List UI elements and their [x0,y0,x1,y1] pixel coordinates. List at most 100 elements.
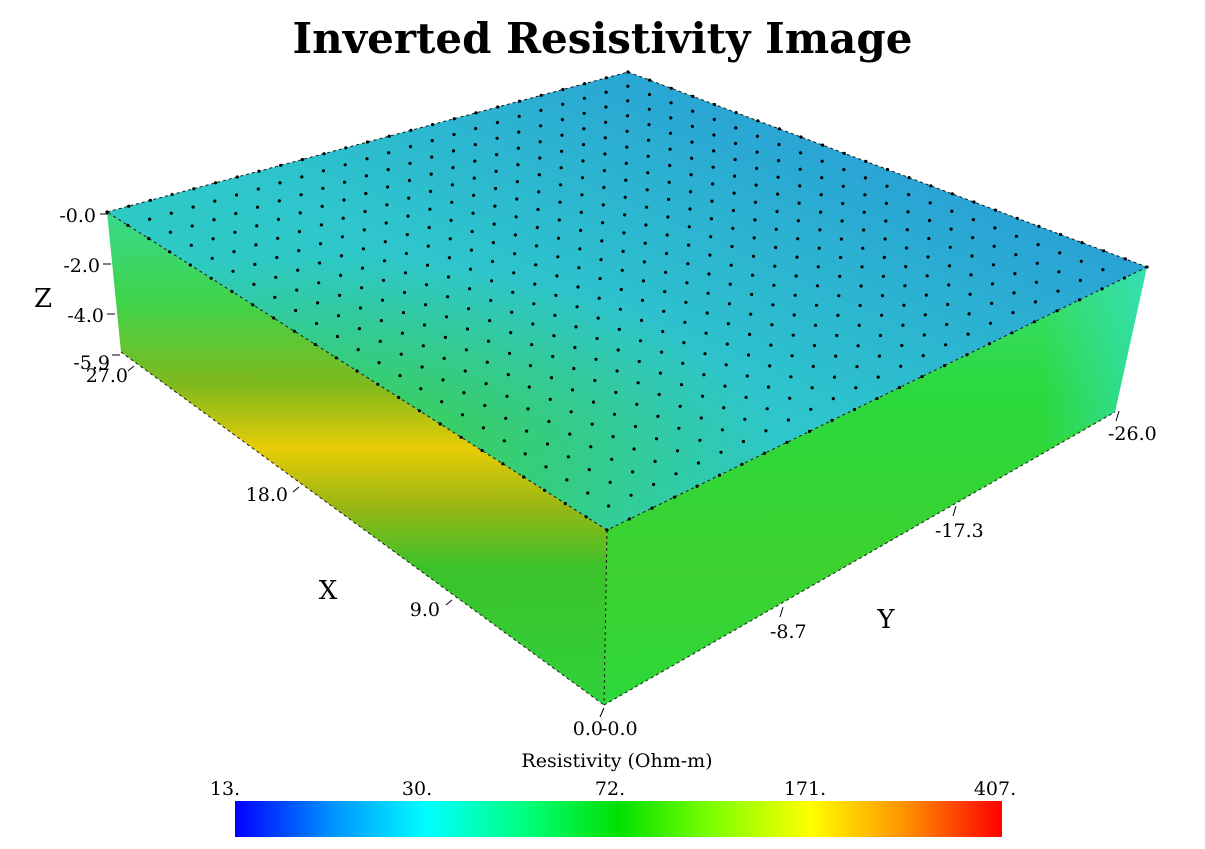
electrode-marker [321,186,325,190]
electrode-marker [901,323,905,327]
electrode-marker [727,302,732,306]
electrode-marker [717,473,722,477]
electrode-marker [769,343,773,347]
electrode-marker [743,417,747,421]
electrode-marker [755,166,759,170]
electrode-marker [526,407,530,411]
electrode-marker [596,316,600,320]
electrode-marker [698,438,702,442]
electrode-marker [614,390,618,394]
electrode-marker [678,404,682,408]
electrode-marker [254,243,258,247]
electrode-marker [493,204,497,208]
electrode-marker [251,303,255,307]
electrode-marker [404,251,408,256]
electrode-marker [625,129,629,133]
electrode-marker [209,276,213,280]
electrode-marker [633,424,638,429]
electrode-marker [542,488,547,492]
electrode-marker [1014,234,1019,238]
electrode-marker [689,190,693,194]
electrode-marker [572,366,576,371]
electrode-marker [929,184,933,188]
electrode-marker [728,282,732,286]
electrode-marker [547,419,551,424]
electrode-marker [809,407,813,411]
electrode-marker [875,396,879,401]
electrode-marker [490,279,494,283]
electrode-marker [972,200,976,204]
electrode-marker [646,154,650,158]
electrode-marker [446,295,450,299]
electrode-marker [690,156,694,160]
electrode-marker [554,293,558,297]
electrode-marker [638,339,643,343]
y-tick-label: -26.0 [1108,423,1157,445]
electrode-marker [842,168,846,172]
electrode-marker [626,99,630,103]
electrode-marker [504,416,508,420]
electrode-marker [527,385,531,389]
electrode-marker [650,506,654,510]
electrode-marker [488,319,492,323]
electrode-marker [987,342,992,346]
electrode-marker [690,140,694,144]
electrode-marker [492,222,496,226]
electrode-marker [579,210,583,214]
electrode-marker [408,161,412,165]
electrode-marker [405,233,409,237]
electrode-marker [495,136,499,140]
electrode-marker [773,264,777,268]
electrode-marker [584,515,588,519]
electrode-marker [626,70,630,74]
electrode-marker [774,245,778,250]
electrode-marker [257,169,261,173]
axis-tick-marks [100,213,1120,718]
electrode-marker [839,237,844,241]
electrode-marker [501,462,505,466]
electrode-marker [816,265,820,269]
electrode-marker [470,229,474,234]
electrode-marker [427,225,431,230]
electrode-marker [551,354,555,359]
electrode-marker [599,258,603,262]
electrode-marker [340,235,344,239]
electrode-marker [795,255,799,259]
electrode-marker [701,394,705,398]
electrode-marker [605,528,609,532]
electrode-marker [343,180,347,184]
electrode-marker [362,228,366,232]
electrode-marker [686,262,690,266]
electrode-marker [386,185,390,189]
page-title: Inverted Resistivity Image [292,14,913,63]
electrode-marker [277,199,281,203]
electrode-marker [1055,309,1059,313]
electrode-marker [522,475,526,479]
electrode-marker [625,145,629,149]
electrode-marker [817,246,821,250]
electrode-marker [640,298,645,302]
electrode-marker [473,143,477,147]
electrode-marker [318,242,323,246]
electrode-marker [300,157,304,162]
electrode-marker [669,101,673,105]
electrode-marker [764,429,768,433]
electrode-marker [515,197,519,201]
electrode-marker [252,282,256,286]
electrode-marker [648,78,652,82]
electrode-marker [512,271,516,275]
electrode-marker [169,211,173,215]
electrode-marker [950,209,954,213]
electrode-marker [255,224,259,228]
electrode-marker [234,193,239,197]
electrode-marker [532,302,536,306]
electrode-marker [495,153,499,157]
electrode-marker [631,470,635,474]
electrode-marker [861,246,865,250]
electrode-marker [810,386,814,390]
electrode-marker [947,283,951,287]
electrode-marker [450,200,454,204]
electrode-marker [706,291,710,295]
y-axis-label: Y [876,605,895,635]
